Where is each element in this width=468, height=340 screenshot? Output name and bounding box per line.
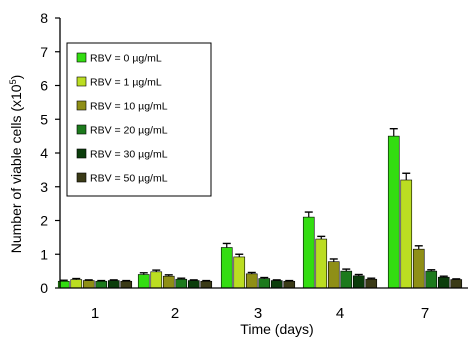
y-tick-label: 3 — [40, 179, 48, 195]
bar — [425, 270, 438, 289]
legend-label: RBV = 10 µg/mL — [90, 101, 168, 113]
bar — [200, 280, 213, 289]
x-tick-label: 1 — [91, 305, 99, 322]
bar — [70, 279, 83, 289]
y-tick-label: 8 — [40, 10, 48, 26]
bar — [95, 280, 108, 289]
bar — [245, 273, 258, 289]
bar — [137, 274, 150, 289]
y-tick-label: 4 — [40, 145, 48, 161]
bar — [365, 278, 378, 289]
x-tick-label: 3 — [254, 305, 262, 322]
x-tick-label: 7 — [421, 305, 429, 322]
bar — [220, 247, 233, 289]
y-tick-label: 5 — [40, 111, 48, 127]
legend-label: RBV = 1 µg/mL — [90, 77, 162, 89]
legend-label: RBV = 20 µg/mL — [90, 125, 168, 137]
bar — [120, 280, 133, 289]
bar — [327, 261, 340, 289]
y-tick-label: 7 — [40, 44, 48, 60]
bar — [283, 280, 296, 289]
y-tick-label: 6 — [40, 78, 48, 94]
x-axis-title: Time (days) — [240, 321, 313, 337]
y-tick-label: 2 — [40, 213, 48, 229]
legend-label: RBV = 0 µg/mL — [90, 53, 162, 65]
bar — [437, 276, 450, 289]
bar — [162, 275, 175, 289]
bar — [82, 280, 95, 289]
bar — [107, 280, 120, 289]
bar — [352, 275, 365, 289]
bar — [150, 271, 163, 289]
y-axis-title: Number of viable cells (x105) — [8, 75, 24, 254]
y-tick-label: 1 — [40, 246, 48, 262]
legend-swatch — [76, 52, 87, 63]
bar — [412, 248, 425, 289]
x-tick-label: 2 — [171, 305, 179, 322]
y-tick-label: 0 — [40, 280, 48, 296]
bar — [450, 279, 463, 289]
bar — [258, 278, 271, 289]
bars — [57, 127, 463, 289]
legend-swatch — [76, 124, 87, 135]
x-tick-label: 4 — [336, 305, 344, 322]
y-axis-title-end: ) — [8, 75, 24, 80]
legend: RBV = 0 µg/mL RBV = 1 µg/mL RBV = 10 µg/mL… — [66, 42, 212, 197]
legend-swatch — [76, 172, 87, 183]
bar — [270, 280, 283, 289]
y-axis-title-superscript: 5 — [8, 79, 18, 84]
bar — [302, 216, 315, 289]
legend-swatch — [76, 100, 87, 111]
legend-label: RBV = 30 µg/mL — [90, 149, 168, 161]
bar — [400, 179, 413, 289]
bar — [187, 280, 200, 289]
bar — [315, 238, 328, 289]
bar — [175, 278, 188, 289]
legend-label: RBV = 50 µg/mL — [90, 173, 168, 185]
y-axis-title-main: Number of viable cells (x10 — [8, 84, 24, 253]
y-axis-ticks: 0 1 2 3 4 5 6 7 8 — [40, 10, 60, 296]
bar — [387, 135, 400, 289]
legend-box — [66, 42, 212, 197]
bar — [340, 270, 353, 289]
legend-swatch — [76, 76, 87, 87]
x-axis-ticks: 1 2 3 4 7 — [91, 305, 429, 322]
legend-swatch — [76, 148, 87, 159]
bar — [233, 256, 246, 289]
